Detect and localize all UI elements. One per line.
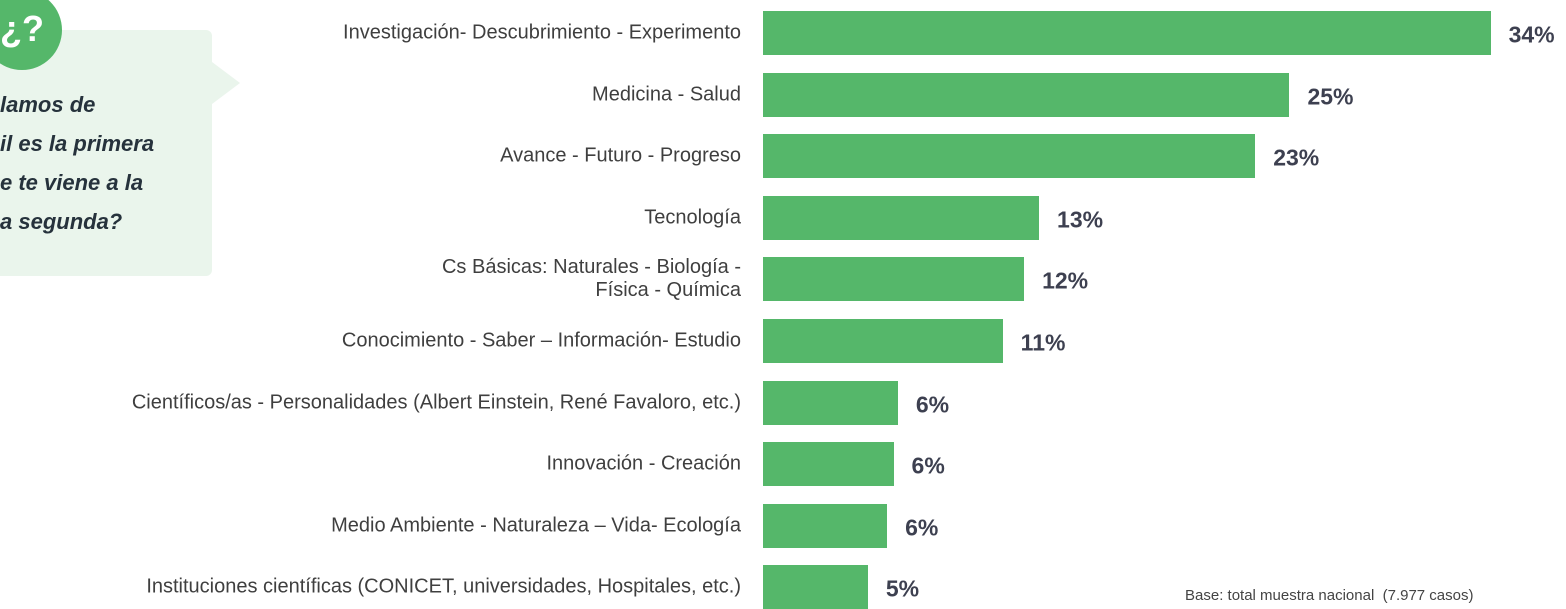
category-label: Avance - Futuro - Progreso bbox=[500, 144, 741, 167]
question-line: il es la primera bbox=[0, 131, 155, 156]
bar bbox=[763, 565, 868, 609]
value-label: 13% bbox=[1057, 206, 1104, 233]
value-label: 34% bbox=[1508, 21, 1555, 48]
bar bbox=[763, 195, 1040, 240]
bar bbox=[763, 319, 1003, 363]
category-label: Científicos/as - Personalidades (Albert … bbox=[131, 391, 741, 414]
panel-arrow bbox=[212, 62, 240, 104]
value-label: 6% bbox=[905, 514, 939, 541]
bar bbox=[763, 257, 1025, 302]
value-label: 5% bbox=[885, 575, 920, 602]
question-icon-text: ¿? bbox=[0, 8, 44, 49]
bar bbox=[763, 134, 1256, 179]
category-label: Medicina - Salud bbox=[592, 83, 741, 106]
value-label: 12% bbox=[1042, 267, 1089, 294]
bar bbox=[763, 503, 888, 548]
category-label: Conocimiento - Saber – Información- Estu… bbox=[341, 329, 741, 352]
bar bbox=[763, 442, 894, 487]
category-label: Tecnología bbox=[644, 206, 741, 229]
bar bbox=[763, 72, 1290, 117]
category-label: Innovación - Creación bbox=[546, 452, 741, 475]
question-line: lamos de bbox=[0, 92, 96, 117]
question-panel bbox=[0, 30, 212, 276]
value-label: 23% bbox=[1273, 144, 1320, 171]
bar bbox=[763, 380, 898, 425]
footnote: Base: total muestra nacional (7.977 caso… bbox=[1185, 587, 1474, 604]
category-label: Medio Ambiente - Naturaleza – Vida- Ecol… bbox=[331, 514, 741, 537]
value-label: 6% bbox=[915, 391, 950, 418]
value-label: 25% bbox=[1307, 83, 1354, 110]
bar bbox=[763, 11, 1491, 55]
category-label: Investigación- Descubrimiento - Experime… bbox=[343, 21, 741, 44]
arrow-shape bbox=[212, 62, 240, 104]
value-label: 11% bbox=[1020, 329, 1066, 356]
category-label: Cs Básicas: Naturales - Biología - Físic… bbox=[441, 256, 741, 302]
category-label: Instituciones científicas (CONICET, univ… bbox=[146, 575, 741, 598]
question-line: a segunda? bbox=[0, 209, 123, 234]
question-line: e te viene a la bbox=[0, 170, 144, 195]
value-label: 6% bbox=[911, 452, 945, 479]
